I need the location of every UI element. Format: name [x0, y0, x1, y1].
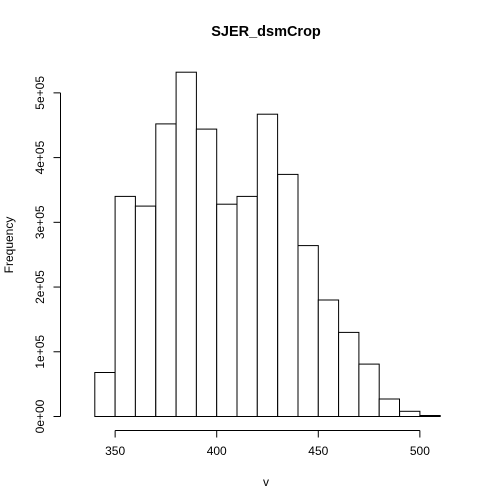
y-tick-label: 5e+05: [33, 76, 47, 110]
bars-group: [94, 71, 441, 418]
y-axis: 0e+00 1e+05 2e+05 3e+05 4e+05 5e+05: [33, 76, 61, 433]
histogram-bar: [277, 173, 299, 417]
histogram-bar: [399, 410, 421, 417]
x-tick-label: 350: [105, 444, 125, 458]
x-tick-label: 500: [410, 444, 430, 458]
histogram-bar: [378, 398, 401, 417]
histogram-bar: [195, 128, 218, 417]
histogram-bar: [236, 195, 258, 417]
histogram-bar: [175, 71, 197, 417]
histogram-bar: [317, 299, 340, 417]
histogram-bar: [155, 123, 177, 418]
y-tick-label: 4e+05: [33, 140, 47, 174]
histogram-bar: [256, 113, 279, 417]
histogram-bar: [419, 415, 441, 417]
histogram-bar: [216, 203, 238, 417]
histogram-bar: [297, 245, 319, 417]
histogram-bar: [114, 195, 136, 417]
x-tick-label: 400: [207, 444, 227, 458]
histogram-bar: [358, 363, 380, 418]
x-axis: 350 400 450 500: [105, 430, 430, 458]
histogram-bar: [338, 331, 360, 417]
chart-title: SJER_dsmCrop: [211, 24, 321, 40]
histogram-bar: [134, 205, 157, 417]
y-tick-label: 0e+00: [33, 399, 47, 433]
x-axis-title: v: [263, 475, 269, 489]
y-tick-label: 1e+05: [33, 335, 47, 369]
y-axis-title: Frequency: [2, 217, 16, 274]
y-tick-label: 3e+05: [33, 205, 47, 239]
histogram-bar: [94, 372, 116, 417]
y-tick-label: 2e+05: [33, 270, 47, 304]
x-tick-label: 450: [308, 444, 328, 458]
